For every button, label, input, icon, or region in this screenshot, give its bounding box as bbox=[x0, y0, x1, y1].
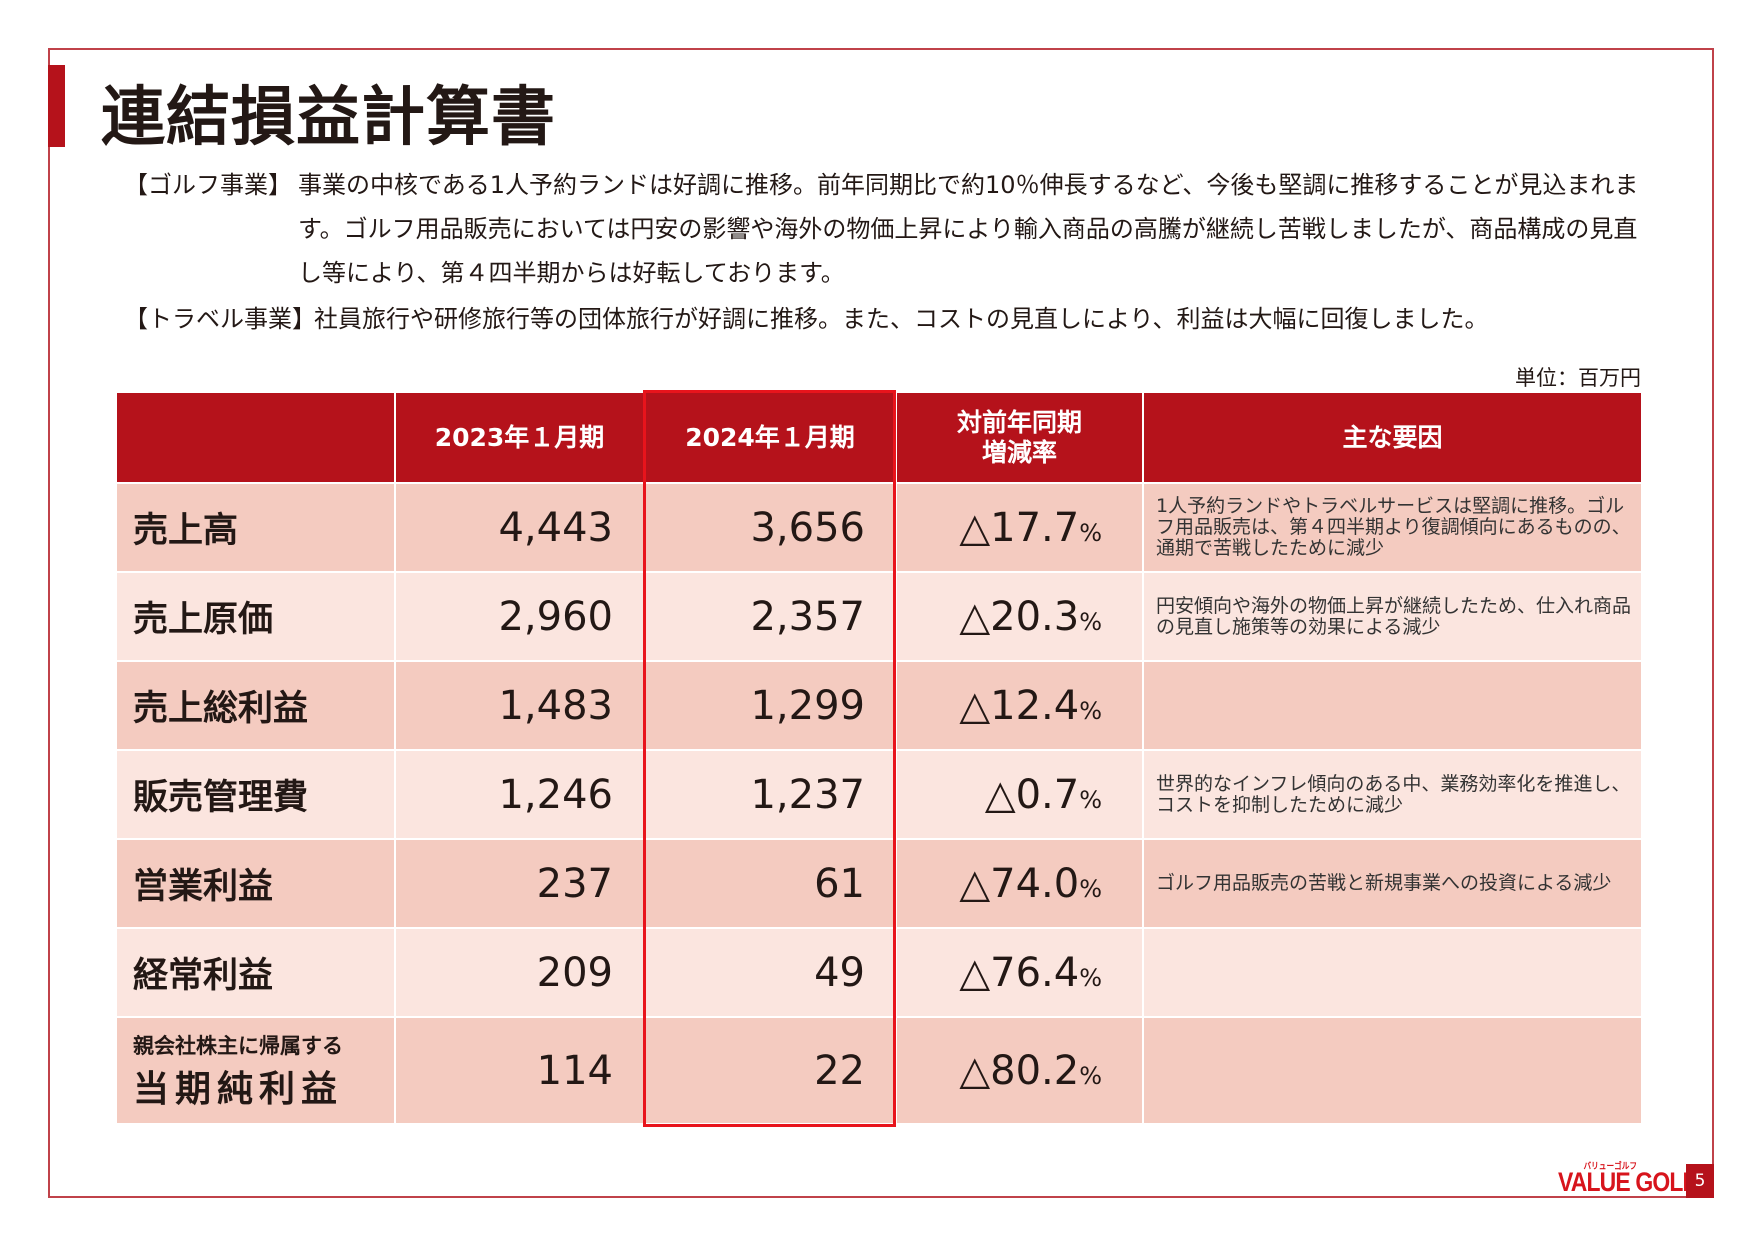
row-label-text: 売上原価 bbox=[133, 600, 274, 640]
table-row: 経常利益 209 49 △76.4% bbox=[117, 927, 1641, 1017]
row-label: 売上高 bbox=[117, 482, 396, 572]
table-header-row: 2023年１月期 2024年１月期 対前年同期 増減率 主な要因 bbox=[117, 393, 1641, 483]
row-label-text: 売上総利益 bbox=[133, 689, 309, 729]
change-rate: △12.4% bbox=[896, 660, 1144, 750]
row-label: 売上総利益 bbox=[117, 660, 396, 750]
change-rate: △17.7% bbox=[896, 482, 1144, 572]
fy2024-value: 49 bbox=[644, 927, 897, 1017]
column-header: 2023年１月期 bbox=[395, 393, 645, 483]
percent-sign: % bbox=[1079, 607, 1102, 636]
fy2024-value: 22 bbox=[644, 1016, 897, 1123]
fy2024-value: 3,656 bbox=[644, 482, 897, 572]
paragraph-text: 事業の中核である1人予約ランドは好調に推移。前年同期比で約10％伸長するなど、今… bbox=[298, 171, 1639, 287]
table-row: 親会社株主に帰属する当期純利益 114 22 △80.2% bbox=[117, 1016, 1641, 1123]
main-factor: ゴルフ用品販売の苦戦と新規事業への投資による減少 bbox=[1143, 838, 1641, 928]
table-row: 売上原価 2,960 2,357 △20.3% 円安傾向や海外の物価上昇が継続し… bbox=[117, 571, 1641, 661]
value-golf-logo: バリューゴルフ VALUE GOLF bbox=[1558, 1161, 1697, 1197]
fy2023-value: 114 bbox=[395, 1016, 645, 1123]
fy2024-value: 1,299 bbox=[644, 660, 897, 750]
fy2024-value: 2,357 bbox=[644, 571, 897, 661]
change-rate: △20.3% bbox=[896, 571, 1144, 661]
row-label-text: 経常利益 bbox=[133, 956, 274, 996]
percent-sign: % bbox=[1079, 696, 1102, 725]
change-rate: △0.7% bbox=[896, 749, 1144, 839]
percent-sign: % bbox=[1079, 963, 1102, 992]
change-rate: △74.0% bbox=[896, 838, 1144, 928]
paragraph-label: 【トラベル事業】 bbox=[124, 305, 316, 333]
rate-value: △80.2 bbox=[959, 1047, 1080, 1094]
fy2023-value: 1,246 bbox=[395, 749, 645, 839]
title-accent-bar bbox=[48, 65, 65, 147]
percent-sign: % bbox=[1079, 874, 1102, 903]
paragraph-label: 【ゴルフ事業】 bbox=[124, 171, 292, 199]
fy2023-value: 4,443 bbox=[395, 482, 645, 572]
table-row: 売上総利益 1,483 1,299 △12.4% bbox=[117, 660, 1641, 750]
rate-value: △12.4 bbox=[959, 682, 1080, 729]
main-factor: 1人予約ランドやトラベルサービスは堅調に推移。ゴルフ用品販売は、第４四半期より復… bbox=[1143, 482, 1641, 572]
row-label: 営業利益 bbox=[117, 838, 396, 928]
column-header: 2024年１月期 bbox=[644, 393, 897, 483]
main-factor bbox=[1143, 1016, 1641, 1123]
main-factor: 円安傾向や海外の物価上昇が継続したため、仕入れ商品の見直し施策等の効果による減少 bbox=[1143, 571, 1641, 661]
column-header: 主な要因 bbox=[1143, 393, 1641, 483]
main-factor bbox=[1143, 927, 1641, 1017]
change-rate: △76.4% bbox=[896, 927, 1144, 1017]
row-label: 親会社株主に帰属する当期純利益 bbox=[117, 1016, 396, 1123]
row-label-prefix: 親会社株主に帰属する bbox=[133, 1033, 343, 1058]
rate-value: △20.3 bbox=[959, 593, 1080, 640]
fy2023-value: 1,483 bbox=[395, 660, 645, 750]
percent-sign: % bbox=[1079, 518, 1102, 547]
change-rate: △80.2% bbox=[896, 1016, 1144, 1123]
page-number: 5 bbox=[1686, 1164, 1714, 1198]
page-title: 連結損益計算書 bbox=[101, 81, 556, 155]
row-label: 売上原価 bbox=[117, 571, 396, 661]
paragraph-text: 社員旅行や研修旅行等の団体旅行が好調に推移。また、コストの見直しにより、利益は大… bbox=[314, 305, 1489, 333]
column-header: 対前年同期 増減率 bbox=[896, 393, 1144, 483]
main-factor bbox=[1143, 660, 1641, 750]
row-label-main: 当期純利益 bbox=[133, 1068, 344, 1110]
percent-sign: % bbox=[1079, 1061, 1102, 1090]
slide-frame bbox=[48, 48, 1714, 1198]
rate-value: △74.0 bbox=[959, 860, 1080, 907]
table-row: 売上高 4,443 3,656 △17.7% 1人予約ランドやトラベルサービスは… bbox=[117, 482, 1641, 572]
table-row: 販売管理費 1,246 1,237 △0.7% 世界的なインフレ傾向のある中、業… bbox=[117, 749, 1641, 839]
main-factor: 世界的なインフレ傾向のある中、業務効率化を推進し、コストを抑制したために減少 bbox=[1143, 749, 1641, 839]
column-header bbox=[117, 393, 396, 483]
rate-value: △0.7 bbox=[984, 771, 1080, 818]
row-label-text: 売上高 bbox=[133, 511, 239, 551]
fy2023-value: 237 bbox=[395, 838, 645, 928]
row-label-text: 販売管理費 bbox=[133, 778, 309, 818]
fy2024-value: 1,237 bbox=[644, 749, 897, 839]
rate-value: △76.4 bbox=[959, 949, 1080, 996]
percent-sign: % bbox=[1079, 785, 1102, 814]
fy2024-value: 61 bbox=[644, 838, 897, 928]
row-label: 販売管理費 bbox=[117, 749, 396, 839]
golf-business-paragraph: 【ゴルフ事業】 事業の中核である1人予約ランドは好調に推移。前年同期比で約10％… bbox=[124, 163, 1644, 295]
unit-label: 単位：百万円 bbox=[1515, 366, 1641, 390]
row-label: 経常利益 bbox=[117, 927, 396, 1017]
rate-value: △17.7 bbox=[959, 504, 1080, 551]
fy2023-value: 2,960 bbox=[395, 571, 645, 661]
table-row: 営業利益 237 61 △74.0% ゴルフ用品販売の苦戦と新規事業への投資によ… bbox=[117, 838, 1641, 928]
income-statement-table: 2023年１月期 2024年１月期 対前年同期 増減率 主な要因 売上高 4,4… bbox=[117, 393, 1641, 1123]
fy2023-value: 209 bbox=[395, 927, 645, 1017]
row-label-text: 営業利益 bbox=[133, 867, 274, 907]
